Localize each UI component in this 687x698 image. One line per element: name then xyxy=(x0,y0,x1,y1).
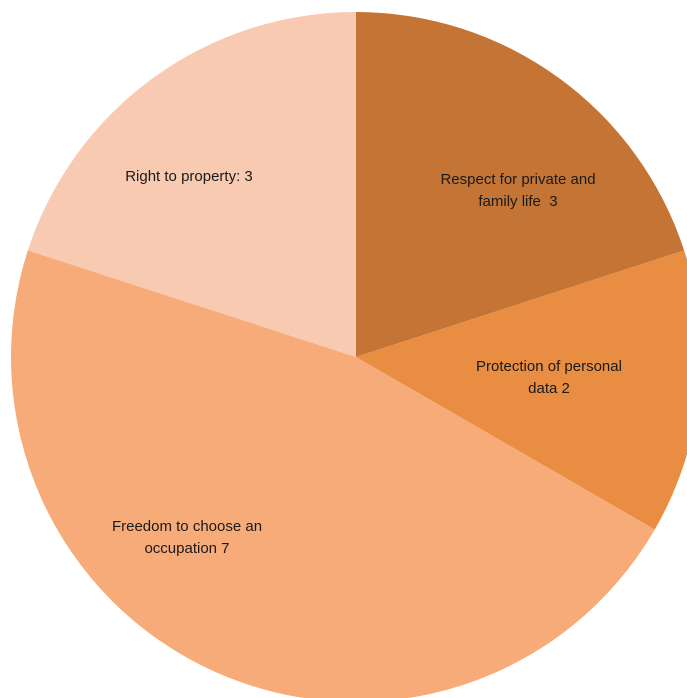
pie-slice-protection-of-personal-data xyxy=(356,250,687,530)
slice-label: Right to property: 3 xyxy=(125,168,253,185)
slice-label: Respect for private and xyxy=(440,171,595,188)
slice-label: Protection of personal xyxy=(476,358,622,375)
slice-label: occupation 7 xyxy=(144,540,229,557)
slice-label: Freedom to choose an xyxy=(112,518,262,535)
slice-label: data 2 xyxy=(528,380,570,397)
pie-labels: Respect for private and family life 3 Prot… xyxy=(112,168,622,557)
pie-slice-freedom-to-choose-an-occupation xyxy=(11,250,655,698)
slice-label: family life 3 xyxy=(478,193,557,210)
pie-slice-respect-for-private-and-family-life xyxy=(356,12,685,357)
pie-slice-right-to-property xyxy=(27,12,356,357)
pie-slices xyxy=(11,12,687,698)
